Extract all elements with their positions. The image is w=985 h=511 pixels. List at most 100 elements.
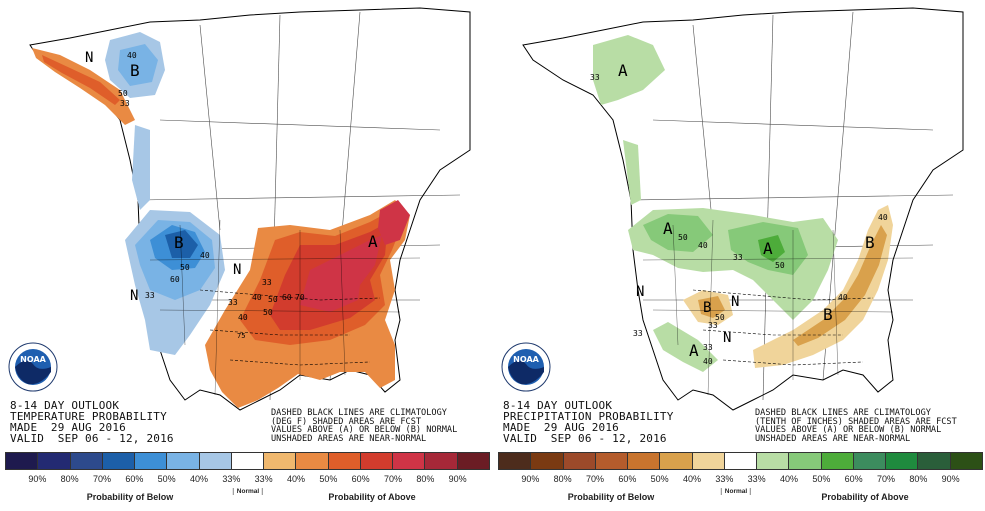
map-label: 50 bbox=[180, 263, 190, 272]
outlook-description: 8-14 DAY OUTLOOK PRECIPITATION PROBABILIT… bbox=[503, 400, 674, 444]
legend-swatch bbox=[821, 453, 854, 469]
map-label: 40 bbox=[698, 241, 708, 250]
legend-swatch bbox=[692, 453, 725, 469]
map-label: 33 bbox=[733, 253, 743, 262]
legend-swatch bbox=[628, 453, 661, 469]
legend-swatch bbox=[918, 453, 951, 469]
legend-tick-label: 90% bbox=[28, 474, 47, 484]
map-label: B bbox=[703, 300, 711, 316]
map-label: N bbox=[731, 294, 739, 310]
map-label: 50 bbox=[263, 308, 273, 317]
map-label: 50 bbox=[118, 89, 128, 98]
legend-tick-label: 70% bbox=[383, 474, 403, 484]
legend-swatch bbox=[199, 453, 232, 469]
legend-caption-below: Probability of Below bbox=[86, 492, 174, 502]
legend-tick-label: 60% bbox=[618, 474, 637, 484]
note-line: DASHED BLACK LINES ARE CLIMATOLOGY bbox=[271, 408, 447, 418]
legend-tick-label: 40% bbox=[779, 474, 799, 484]
map-label: A bbox=[618, 61, 628, 80]
map-label: N bbox=[130, 288, 138, 304]
legend-caption-normal: Normal bbox=[720, 488, 752, 495]
legend-swatch bbox=[457, 453, 489, 469]
map-label: B bbox=[823, 305, 833, 324]
outlook-title: 8-14 DAY OUTLOOK bbox=[10, 399, 120, 412]
legend-ticks: 90% 80% 70% 60% 50% 40% 33% 33% 40% 50% 60% 70% 80% 9… bbox=[498, 474, 983, 486]
map-label: 33 bbox=[590, 73, 600, 82]
legend-tick-label: 70% bbox=[92, 474, 112, 484]
legend-swatch bbox=[499, 453, 532, 469]
legend-tick-label: 80% bbox=[553, 474, 572, 484]
map-label: A bbox=[663, 219, 673, 238]
legend-swatch bbox=[886, 453, 919, 469]
legend-swatch bbox=[757, 453, 790, 469]
map-label: N bbox=[85, 50, 93, 66]
legend-tick-label: 90% bbox=[941, 474, 960, 484]
map-label: 50 bbox=[678, 233, 688, 242]
legend-swatch bbox=[853, 453, 887, 469]
map-label: 50 bbox=[268, 295, 278, 304]
legend-swatch bbox=[950, 453, 982, 469]
legend-swatch bbox=[425, 453, 458, 469]
temperature-map: N B 40 50 33 B 40 50 60 33 N 33 N A 33 4… bbox=[29, 7, 471, 411]
outlook-valid-dates: VALID SEP 06 - 12, 2016 bbox=[10, 432, 174, 445]
map-label: 60 bbox=[170, 275, 180, 284]
note-line: VALUES ABOVE (A) OR BELOW (B) NORMAL bbox=[271, 425, 458, 436]
legend-swatch bbox=[360, 453, 394, 469]
legend-tick-label: 70% bbox=[585, 474, 605, 484]
outlook-title: 8-14 DAY OUTLOOK bbox=[503, 399, 613, 412]
legend-tick-label: 50% bbox=[157, 474, 176, 484]
map-label: 40 bbox=[238, 313, 248, 322]
legend-swatch bbox=[296, 453, 329, 469]
legend-tick-label: 40% bbox=[286, 474, 306, 484]
map-label: B bbox=[865, 233, 875, 252]
precipitation-map: A 33 N A 50 40 33 A 50 B 50 33 N A 33 40… bbox=[522, 7, 964, 411]
noaa-logo-icon: NOAA bbox=[8, 342, 58, 392]
noaa-logo-icon: NOAA bbox=[501, 342, 551, 392]
outlook-description: 8-14 DAY OUTLOOK TEMPERATURE PROBABILITY M… bbox=[10, 400, 174, 444]
legend-bar bbox=[498, 452, 983, 470]
note-line: VALUES ABOVE (A) OR BELOW (B) NORMAL bbox=[755, 425, 942, 436]
legend-tick-label: 33% bbox=[222, 474, 241, 484]
map-label: A bbox=[689, 341, 699, 360]
legend-swatch bbox=[328, 453, 361, 469]
legend-swatch bbox=[724, 453, 758, 469]
map-label: 33 bbox=[262, 278, 272, 287]
map-label: 50 bbox=[775, 261, 785, 270]
outlook-parameter: TEMPERATURE PROBABILITY bbox=[10, 410, 167, 423]
legend-caption-above: Probability of Above bbox=[328, 492, 416, 502]
legend-tick-label: 80% bbox=[60, 474, 79, 484]
map-label: 40 bbox=[252, 293, 262, 302]
legend-ticks: 90% 80% 70% 60% 50% 40% 33% 33% 40% 50% 60% 70% 80% 9… bbox=[5, 474, 490, 486]
outlook-made-date: MADE 29 AUG 2016 bbox=[503, 421, 619, 434]
legend-tick-label: 80% bbox=[416, 474, 435, 484]
legend-tick-label: 60% bbox=[844, 474, 863, 484]
legend-swatch bbox=[102, 453, 136, 469]
temperature-outlook-panel: N B 40 50 33 B 40 50 60 33 N 33 N A 33 4… bbox=[0, 0, 492, 511]
map-label: 33 bbox=[120, 99, 130, 108]
legend-swatch bbox=[563, 453, 596, 469]
map-label: 40 bbox=[127, 51, 137, 60]
note-line: (TENTH OF INCHES) SHADED AREAS ARE FCST bbox=[755, 416, 957, 427]
legend-caption-above: Probability of Above bbox=[821, 492, 909, 502]
legend-tick-label: 90% bbox=[448, 474, 467, 484]
outlook-note: DASHED BLACK LINES ARE CLIMATOLOGY (DEG F… bbox=[271, 409, 457, 443]
legend-tick-label: 50% bbox=[812, 474, 831, 484]
map-label: 40 bbox=[703, 357, 713, 366]
legend-swatch bbox=[6, 453, 39, 469]
legend-tick-label: 60% bbox=[351, 474, 370, 484]
note-line: UNSHADED AREAS ARE NEAR-NORMAL bbox=[755, 433, 911, 444]
map-label: 50 bbox=[715, 313, 725, 322]
legend-caption-below: Probability of Below bbox=[567, 492, 655, 502]
map-label: 40 bbox=[878, 213, 888, 222]
legend-tick-label: 40% bbox=[682, 474, 702, 484]
outlook-valid-dates: VALID SEP 06 - 12, 2016 bbox=[503, 432, 667, 445]
legend-swatch bbox=[393, 453, 426, 469]
map-label: 70 bbox=[295, 293, 305, 302]
legend-tick-label: 70% bbox=[876, 474, 896, 484]
legend-tick-label: 33% bbox=[254, 474, 273, 484]
map-label: B bbox=[130, 61, 140, 80]
legend-tick-label: 50% bbox=[650, 474, 669, 484]
legend-swatch bbox=[595, 453, 629, 469]
legend-swatch bbox=[660, 453, 693, 469]
legend-swatch bbox=[38, 453, 71, 469]
